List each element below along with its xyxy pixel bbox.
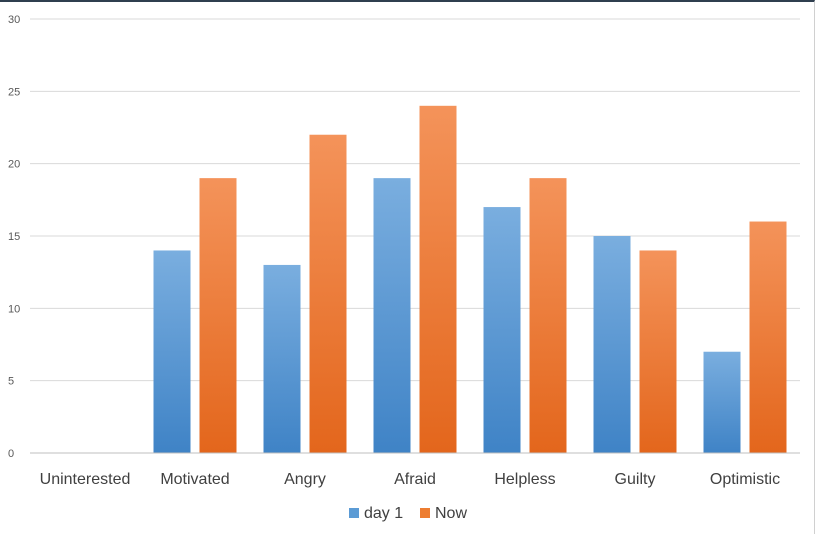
y-tick-label: 25: [8, 86, 20, 98]
bar-now-motivated: [199, 178, 237, 453]
x-tick-label: Helpless: [494, 471, 555, 488]
legend-swatch-now: [420, 508, 430, 518]
x-tick-label: Motivated: [160, 471, 229, 488]
bar-day-1-angry: [263, 264, 301, 453]
x-tick-label: Afraid: [394, 471, 436, 488]
y-tick-label: 20: [8, 159, 20, 171]
y-tick-label: 15: [8, 231, 20, 243]
x-axis-labels: Uninterested Motivated Angry Afraid Helpless…: [40, 471, 780, 488]
legend: day 1 Now: [349, 505, 467, 522]
bar-now-guilty: [639, 250, 677, 453]
x-tick-label: Guilty: [615, 471, 656, 488]
y-tick-label: 30: [8, 14, 20, 26]
bar-day-1-guilty: [593, 236, 631, 453]
bars: [153, 105, 787, 454]
x-tick-label: Optimistic: [710, 471, 780, 488]
x-tick-label: Angry: [284, 471, 326, 488]
legend-swatch-day-1: [349, 508, 359, 518]
bar-now-helpless: [529, 178, 567, 453]
bar-day-1-helpless: [483, 207, 521, 453]
bar-day-1-optimistic: [703, 351, 741, 453]
y-axis-ticks: 0 5 10 15 20 25 30: [8, 14, 20, 460]
bar-now-angry: [309, 134, 347, 453]
y-tick-label: 0: [8, 448, 14, 460]
gridlines: [30, 18, 800, 382]
y-tick-label: 5: [8, 376, 14, 388]
bar-now-afraid: [419, 105, 457, 454]
y-tick-label: 10: [8, 303, 20, 315]
legend-label: day 1: [364, 505, 403, 522]
x-tick-label: Uninterested: [40, 471, 131, 488]
bar-day-1-afraid: [373, 178, 411, 453]
legend-label: Now: [435, 505, 467, 522]
bar-day-1-motivated: [153, 250, 191, 453]
bar-now-optimistic: [749, 221, 787, 453]
